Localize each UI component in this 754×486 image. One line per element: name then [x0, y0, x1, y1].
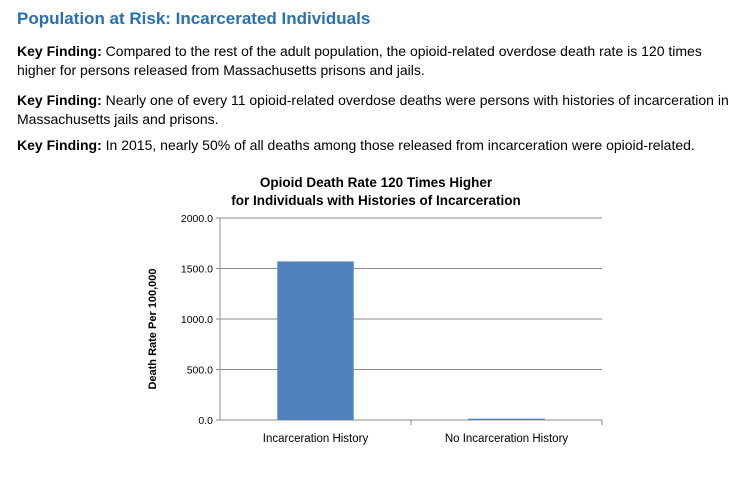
y-tick-label: 1000.0 [181, 314, 213, 326]
key-finding-2: Key Finding: Nearly one of every 11 opio… [17, 91, 742, 129]
x-category-label: Incarceration History [263, 433, 369, 445]
bar [468, 418, 545, 420]
bar-chart: Opioid Death Rate 120 Times Higher for In… [140, 172, 620, 462]
key-finding-text: In 2015, nearly 50% of all deaths among … [105, 137, 695, 153]
x-category-label: No Incarceration History [445, 433, 569, 445]
y-tick-label: 0.0 [198, 415, 213, 427]
chart-title-line: for Individuals with Histories of Incarc… [231, 193, 521, 208]
bar-chart-svg: Opioid Death Rate 120 Times Higher for In… [147, 175, 603, 445]
y-tick-label: 1500.0 [181, 264, 213, 276]
key-finding-label: Key Finding: [17, 137, 102, 153]
key-finding-1: Key Finding: Compared to the rest of the… [17, 42, 742, 80]
key-finding-text: Compared to the rest of the adult popula… [17, 43, 702, 78]
y-tick-label: 500.0 [187, 365, 213, 377]
y-tick-label: 2000.0 [181, 213, 213, 225]
y-axis-title: Death Rate Per 100,000 [147, 268, 159, 389]
key-finding-label: Key Finding: [17, 43, 102, 59]
bar [277, 261, 354, 420]
key-finding-label: Key Finding: [17, 92, 102, 108]
key-finding-text: Nearly one of every 11 opioid-related ov… [17, 92, 729, 127]
section-title: Population at Risk: Incarcerated Individ… [17, 9, 371, 28]
chart-title-line: Opioid Death Rate 120 Times Higher [260, 175, 493, 190]
key-finding-3: Key Finding: In 2015, nearly 50% of all … [17, 136, 742, 155]
